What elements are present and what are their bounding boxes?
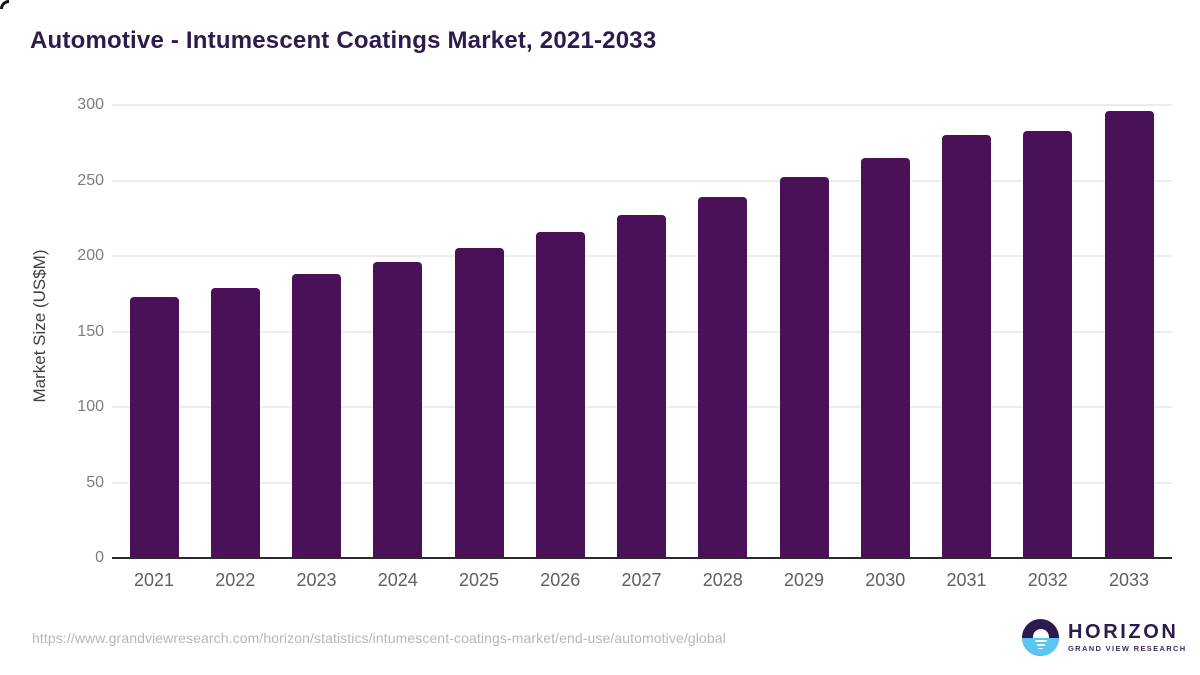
x-tick-label-2033: 2033 — [1108, 570, 1150, 590]
bar-2026[interactable] — [535, 231, 585, 558]
bar-2029[interactable] — [779, 177, 829, 558]
bar-2031[interactable] — [942, 135, 991, 558]
x-tick-label-2030: 2030 — [865, 570, 906, 590]
bar-2027[interactable] — [617, 215, 666, 558]
corner-artifact — [0, 0, 9, 9]
x-tick-label-2021: 2021 — [133, 570, 175, 590]
horizon-reflection-icon — [1034, 640, 1047, 642]
x-tick-label-2022: 2022 — [215, 570, 256, 590]
source-url: https://www.grandviewresearch.com/horizo… — [32, 630, 726, 646]
y-tick-label-200: 200 — [77, 247, 104, 264]
chart-title: Automotive - Intumescent Coatings Market… — [30, 27, 657, 54]
gridline-250 — [112, 179, 1172, 182]
horizon-logo-text: HORIZON GRAND VIEW RESEARCH — [1068, 622, 1187, 653]
y-tick-label-300: 300 — [77, 96, 104, 113]
bar-2033[interactable] — [1104, 111, 1154, 558]
horizon-logo-tagline: GRAND VIEW RESEARCH — [1068, 644, 1187, 653]
y-tick-label-100: 100 — [77, 398, 104, 415]
horizon-logo: HORIZON GRAND VIEW RESEARCH — [1022, 619, 1187, 656]
bar-2023[interactable] — [292, 274, 341, 558]
x-tick-label-2024: 2024 — [377, 570, 418, 590]
bar-2021[interactable] — [129, 296, 179, 558]
bar-2028[interactable] — [698, 197, 748, 558]
horizon-reflection-icon — [1038, 647, 1043, 649]
y-tick-label-150: 150 — [77, 322, 104, 340]
gridline-300 — [112, 104, 1172, 106]
x-tick-label-2025: 2025 — [458, 570, 500, 590]
horizon-logo-name: HORIZON — [1068, 621, 1179, 643]
x-tick-label-2029: 2029 — [783, 570, 825, 590]
bar-2030[interactable] — [860, 157, 910, 558]
y-tick-label-250: 250 — [77, 171, 104, 189]
horizon-reflection-icon — [1036, 644, 1045, 646]
bar-2025[interactable] — [454, 248, 504, 558]
y-tick-label-50: 50 — [86, 473, 104, 491]
x-tick-label-2031: 2031 — [946, 570, 987, 590]
bar-2032[interactable] — [1023, 130, 1073, 558]
x-axis-line — [112, 557, 1172, 559]
x-tick-label-2023: 2023 — [296, 570, 337, 590]
x-tick-label-2027: 2027 — [621, 570, 662, 590]
bar-2022[interactable] — [210, 287, 260, 558]
y-tick-label-0: 0 — [95, 549, 104, 566]
x-tick-label-2026: 2026 — [540, 570, 581, 590]
horizon-logo-icon — [1022, 619, 1059, 656]
bar-2024[interactable] — [373, 262, 423, 558]
x-tick-label-2028: 2028 — [702, 570, 743, 590]
horizon-water-icon — [1022, 637, 1059, 656]
x-tick-label-2032: 2032 — [1027, 570, 1068, 590]
